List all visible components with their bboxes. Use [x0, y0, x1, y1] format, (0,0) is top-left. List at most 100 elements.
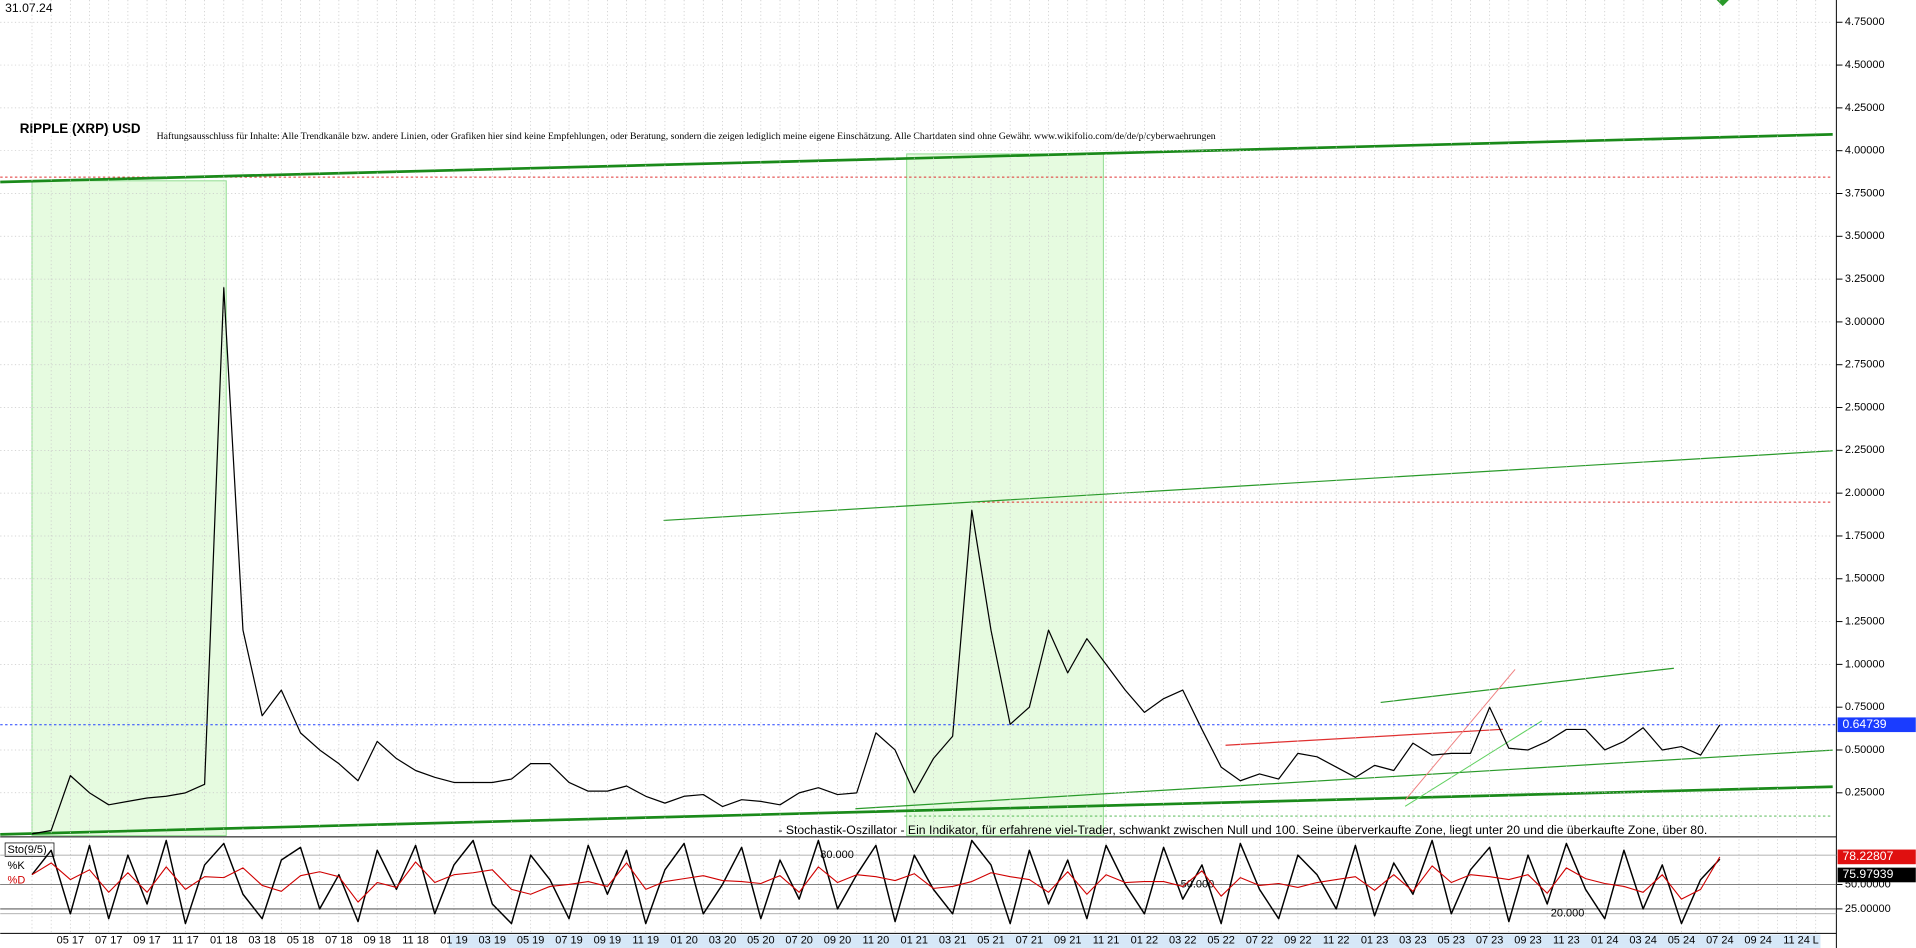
x-tick-label: 11 24 [1783, 935, 1810, 947]
value-box [1837, 849, 1916, 865]
indicator-box [4, 842, 55, 857]
trend-line [1225, 728, 1503, 746]
x-tick-label: 03 20 [709, 935, 737, 947]
y-tick-label: 0.50000 [1845, 744, 1885, 756]
trend-line [0, 133, 1833, 184]
y-tick-label: 2.25000 [1845, 444, 1885, 456]
y-tick-label: 3.25000 [1845, 273, 1885, 285]
value-label: 75.97939 [1842, 867, 1893, 881]
highlight-zone [31, 180, 227, 837]
y-tick-label: 2.75000 [1845, 359, 1885, 371]
y-tick-label: 25.00000 [1845, 903, 1891, 915]
x-tick-label: 05 21 [977, 935, 1005, 947]
indicator-title: Sto(9/5) [8, 844, 47, 856]
x-tick-label: L [1813, 935, 1819, 947]
x-tick-label: 11 22 [1323, 935, 1350, 947]
legend-entry: %K [8, 860, 26, 872]
trend-line [663, 450, 1833, 522]
highlight-zone [906, 153, 1104, 837]
x-tick-label: 01 21 [901, 935, 929, 947]
oscillator-line [31, 839, 1721, 925]
x-tick-label: 09 20 [824, 935, 852, 947]
price-box [1837, 717, 1916, 733]
x-tick-label: 11 19 [632, 935, 659, 947]
y-tick-label: 4.25000 [1845, 102, 1885, 114]
price-line [31, 287, 1721, 835]
x-tick-label: 07 18 [325, 935, 353, 947]
x-tick-label: 07 22 [1246, 935, 1274, 947]
x-tick-label: 09 21 [1054, 935, 1082, 947]
y-tick-label: 2.00000 [1845, 487, 1885, 499]
y-tick-label: 1.00000 [1845, 658, 1885, 670]
x-tick-label: 05 23 [1438, 935, 1466, 947]
trend-line [1380, 667, 1674, 704]
y-tick-label: 3.50000 [1845, 230, 1885, 242]
legend-entry: %D [8, 875, 26, 887]
x-tick-label: 01 22 [1131, 935, 1159, 947]
x-tick-label: 05 24 [1668, 935, 1695, 947]
level-label: 20.000 [1551, 908, 1585, 920]
value-label: 78.22807 [1842, 849, 1893, 863]
trend-line [0, 785, 1833, 836]
x-tick-label: 07 19 [555, 935, 583, 947]
x-tick-label: 05 22 [1207, 935, 1235, 947]
x-tick-label: 11 17 [172, 935, 199, 947]
x-tick-label: 07 20 [785, 935, 813, 947]
x-tick-label: 03 19 [479, 935, 507, 947]
x-tick-label: 03 23 [1399, 935, 1426, 947]
x-tick-label: 07 24 [1706, 935, 1733, 947]
price-label: 0.64739 [1842, 717, 1886, 731]
level-label: 80.000 [820, 849, 854, 861]
x-tick-label: 03 22 [1169, 935, 1197, 947]
year-band [448, 934, 1821, 948]
chart-title: RIPPLE (XRP) USD [20, 121, 141, 136]
y-tick-label: 1.50000 [1845, 573, 1885, 585]
x-tick-label: 09 19 [594, 935, 622, 947]
trend-line [1404, 720, 1543, 807]
y-tick-label: 3.75000 [1845, 187, 1885, 199]
y-tick-label: 4.75000 [1845, 16, 1885, 28]
y-tick-label: 3.00000 [1845, 316, 1885, 328]
x-tick-label: 05 20 [747, 935, 775, 947]
x-tick-label: 09 18 [363, 935, 391, 947]
x-tick-label: 03 21 [939, 935, 967, 947]
trend-line [1404, 669, 1516, 801]
x-tick-label: 11 18 [402, 935, 429, 947]
y-tick-label: 1.75000 [1845, 530, 1885, 542]
x-tick-label: 01 18 [210, 935, 238, 947]
x-tick-label: 01 20 [670, 935, 698, 947]
x-tick-label: 03 18 [248, 935, 275, 947]
x-tick-label: 09 22 [1284, 935, 1311, 947]
x-tick-label: 09 24 [1744, 935, 1771, 947]
y-tick-label: 1.25000 [1845, 615, 1885, 627]
date: 31.07.24 [5, 1, 53, 15]
y-tick-label: 0.75000 [1845, 701, 1885, 713]
y-tick-label: 2.50000 [1845, 401, 1885, 413]
oscillator-line [31, 856, 1721, 903]
annotation: - Stochastik-Oszillator - Ein Indikator,… [778, 823, 1707, 837]
x-tick-label: 09 17 [133, 935, 161, 947]
x-tick-label: 11 20 [863, 935, 890, 947]
x-tick-label: 05 17 [57, 935, 84, 947]
x-tick-label: 01 23 [1361, 935, 1388, 947]
disclaimer: Haftungsausschluss für Inhalte: Alle Tre… [157, 131, 1216, 142]
y-tick-label: 4.00000 [1845, 145, 1885, 157]
x-tick-label: 11 23 [1553, 935, 1580, 947]
x-tick-label: 01 24 [1591, 935, 1618, 947]
x-tick-label: 07 23 [1476, 935, 1503, 947]
trend-line [855, 749, 1833, 810]
x-tick-label: 11 21 [1093, 935, 1120, 947]
x-tick-label: 05 19 [517, 935, 545, 947]
x-tick-label: 09 23 [1514, 935, 1542, 947]
marker [1716, 0, 1729, 7]
y-tick-label: 0.25000 [1845, 787, 1885, 799]
x-tick-label: 07 17 [95, 935, 123, 947]
value-box [1837, 867, 1916, 883]
x-tick-label: 03 24 [1629, 935, 1657, 947]
y-tick-label: 4.50000 [1845, 59, 1885, 71]
x-tick-label: 05 18 [287, 935, 315, 947]
x-tick-label: 01 19 [440, 935, 468, 947]
x-tick-label: 07 21 [1016, 935, 1044, 947]
